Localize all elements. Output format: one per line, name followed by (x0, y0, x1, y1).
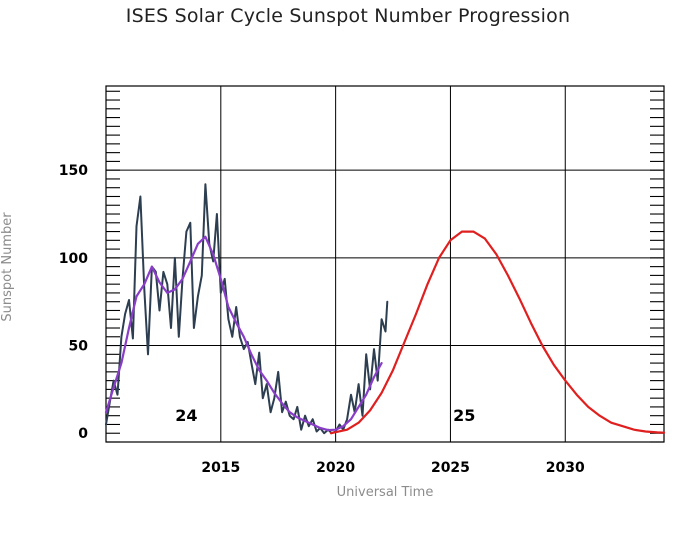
series-line-2 (104, 235, 383, 432)
y-tick-label: 50 (69, 339, 89, 355)
minor-ticks (106, 90, 664, 443)
series-line-1 (105, 183, 389, 435)
x-tick-label: 2025 (431, 460, 470, 476)
x-axis-label: Universal Time (337, 485, 434, 500)
y-axis-label: Sunspot Number (0, 212, 15, 322)
series-line-3 (329, 230, 666, 435)
cycle-label: 25 (453, 406, 475, 425)
y-tick-label: 100 (59, 251, 88, 267)
x-tick-label: 2015 (201, 460, 240, 476)
y-tick-label: 150 (59, 163, 88, 179)
series-layer (104, 183, 666, 435)
cycle-label: 24 (175, 406, 197, 425)
chart-title: ISES Solar Cycle Sunspot Number Progress… (125, 5, 571, 27)
tick-labels: 2015 2020 2025 2030 0 50 100 150 24 25 (59, 163, 585, 476)
y-tick-label: 0 (78, 426, 88, 442)
x-tick-label: 2030 (546, 460, 585, 476)
grid-lines (106, 86, 664, 442)
x-tick-label: 2020 (316, 460, 355, 476)
plot-frame (105, 85, 665, 443)
